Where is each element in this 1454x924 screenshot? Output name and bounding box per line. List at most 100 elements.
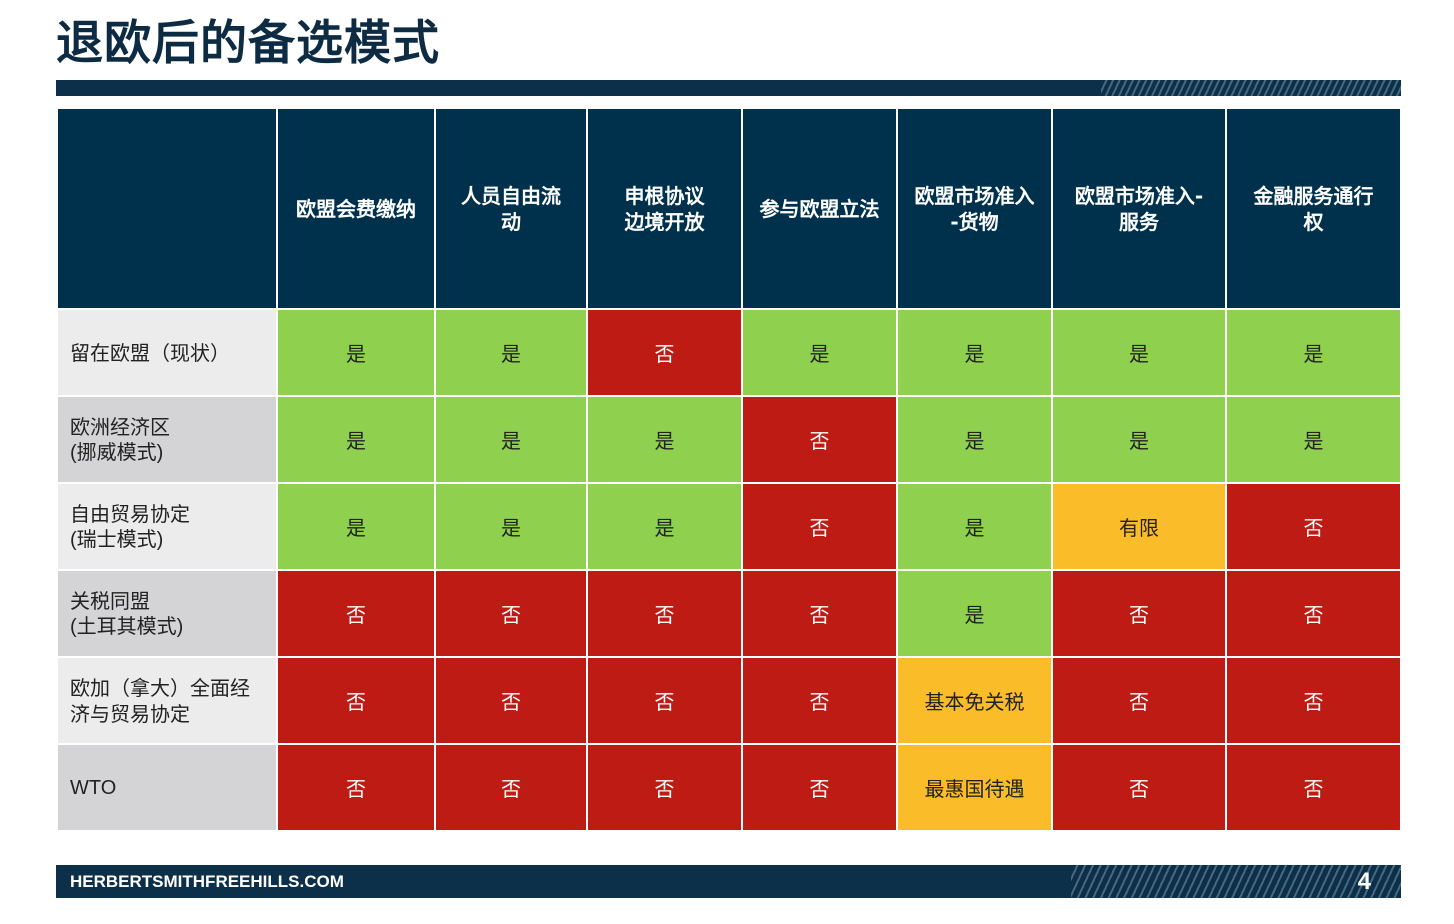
row-label: 自由贸易协定 (瑞士模式) (58, 484, 276, 569)
column-header: 金融服务通行权 (1227, 109, 1400, 308)
status-cell: 是 (1053, 310, 1225, 395)
column-header-label: 欧盟会费缴纳 (286, 196, 426, 222)
title-divider-bar (56, 80, 1401, 96)
column-header: 人员自由流动 (436, 109, 586, 308)
column-header-label: 申根协议 边境开放 (615, 183, 715, 235)
bar-stripes (1101, 80, 1401, 96)
column-header-label: 参与欧盟立法 (750, 196, 890, 222)
status-cell: 否 (1053, 745, 1225, 830)
status-cell: 是 (278, 484, 434, 569)
status-cell: 否 (743, 571, 896, 656)
status-cell: 是 (1053, 397, 1225, 482)
row-label-line: (瑞士模式) (70, 528, 164, 551)
column-header: 欧盟会费缴纳 (278, 109, 434, 308)
status-cell: 否 (436, 745, 586, 830)
row-label-line: 自由贸易协定 (70, 501, 190, 526)
page-number: 4 (1357, 868, 1371, 895)
row-label-line: 欧洲经济区 (70, 414, 170, 439)
table-row: 自由贸易协定 (瑞士模式) 是是是否是有限否 (58, 484, 1400, 569)
status-cell: 否 (278, 571, 434, 656)
row-label-line: (土耳其模式) (70, 615, 184, 638)
table-row: 欧加（拿大）全面经 济与贸易协定否否否否基本免关税否否 (58, 658, 1400, 743)
column-header: 欧盟市场准入 -货物 (898, 109, 1051, 308)
row-label-line: 留在欧盟（现状） (70, 340, 230, 365)
status-cell: 否 (743, 745, 896, 830)
table-row: WTO 否否否否最惠国待遇否否 (58, 745, 1400, 830)
status-cell: 是 (588, 484, 741, 569)
row-label: 留在欧盟（现状） (58, 310, 276, 395)
status-cell: 否 (1227, 658, 1400, 743)
footer-website[interactable]: HERBERTSMITHFREEHILLS.COM (70, 872, 344, 891)
column-header-line: 权 (1303, 209, 1324, 234)
column-header-line: 金融服务通行 (1253, 183, 1374, 208)
row-label: WTO (58, 745, 276, 830)
column-header-line: 服务 (1119, 209, 1159, 234)
table-row: 关税同盟 (土耳其模式) 否否否否是否否 (58, 571, 1400, 656)
status-cell: 是 (898, 310, 1051, 395)
status-cell: 最惠国待遇 (898, 745, 1051, 830)
status-cell: 否 (743, 658, 896, 743)
status-cell: 否 (743, 397, 896, 482)
status-cell: 是 (278, 397, 434, 482)
status-cell: 否 (436, 571, 586, 656)
status-cell: 是 (588, 397, 741, 482)
status-cell: 是 (1227, 310, 1400, 395)
status-cell: 否 (588, 658, 741, 743)
row-label: 关税同盟 (土耳其模式) (58, 571, 276, 656)
status-cell: 否 (1227, 745, 1400, 830)
table-row: 欧洲经济区 (挪威模式) 是是是否是是是 (58, 397, 1400, 482)
column-header-line: 人员自由流 (461, 183, 561, 208)
row-label-line: (挪威模式) (70, 441, 164, 464)
table-row: 留在欧盟（现状）是是否是是是是 (58, 310, 1400, 395)
status-cell: 是 (278, 310, 434, 395)
column-header-line: 参与欧盟立法 (759, 196, 880, 221)
column-header: 参与欧盟立法 (743, 109, 896, 308)
status-cell: 有限 (1053, 484, 1225, 569)
row-label-line: 关税同盟 (70, 588, 150, 613)
column-header-line: 欧盟市场准入- (1074, 183, 1204, 208)
column-header-line: -货物 (950, 209, 999, 234)
footer-stripes (1071, 865, 1401, 898)
column-header-line: 边境开放 (624, 209, 705, 234)
status-cell: 否 (588, 310, 741, 395)
status-cell: 基本免关税 (898, 658, 1051, 743)
status-cell: 否 (588, 571, 741, 656)
row-label-line: 济与贸易协定 (70, 701, 190, 726)
column-header-label: 欧盟市场准入 -货物 (905, 183, 1045, 235)
status-cell: 否 (1053, 571, 1225, 656)
row-label: 欧洲经济区 (挪威模式) (58, 397, 276, 482)
status-cell: 否 (1227, 484, 1400, 569)
column-header: 欧盟市场准入- 服务 (1053, 109, 1225, 308)
status-cell: 否 (1227, 571, 1400, 656)
header-corner (58, 109, 276, 308)
status-cell: 是 (898, 397, 1051, 482)
footer-bar: HERBERTSMITHFREEHILLS.COM 4 (56, 865, 1401, 898)
column-header: 申根协议 边境开放 (588, 109, 741, 308)
status-cell: 否 (436, 658, 586, 743)
column-header-label: 人员自由流动 (451, 183, 571, 235)
column-header-line: 欧盟会费缴纳 (296, 196, 416, 221)
column-header-line: 申根协议 (624, 183, 705, 208)
status-cell: 是 (743, 310, 896, 395)
column-header-line: 动 (501, 209, 521, 234)
row-label-line: WTO (70, 776, 117, 799)
table-header-row: 欧盟会费缴纳 人员自由流动申根协议 边境开放 参与欧盟立法 欧盟市场准入 -货物 欧盟市场准… (58, 109, 1400, 308)
status-cell: 否 (278, 658, 434, 743)
row-label: 欧加（拿大）全面经 济与贸易协定 (58, 658, 276, 743)
status-cell: 否 (278, 745, 434, 830)
column-header-label: 金融服务通行权 (1244, 183, 1384, 235)
comparison-table: 欧盟会费缴纳 人员自由流动申根协议 边境开放 参与欧盟立法 欧盟市场准入 -货物 欧盟市场准… (56, 107, 1402, 832)
table-body: 留在欧盟（现状）是是否是是是是欧洲经济区 (挪威模式) 是是是否是是是自由贸易协定(… (58, 310, 1400, 830)
status-cell: 是 (898, 484, 1051, 569)
status-cell: 否 (1053, 658, 1225, 743)
column-header-line: 欧盟市场准入 (914, 183, 1035, 208)
page-title: 退欧后的备选模式 (56, 16, 440, 71)
status-cell: 是 (436, 397, 586, 482)
status-cell: 是 (1227, 397, 1400, 482)
status-cell: 是 (898, 571, 1051, 656)
column-header-label: 欧盟市场准入- 服务 (1065, 183, 1213, 235)
status-cell: 是 (436, 310, 586, 395)
status-cell: 是 (436, 484, 586, 569)
status-cell: 否 (743, 484, 896, 569)
row-label-line: 欧加（拿大）全面经 (70, 675, 250, 700)
